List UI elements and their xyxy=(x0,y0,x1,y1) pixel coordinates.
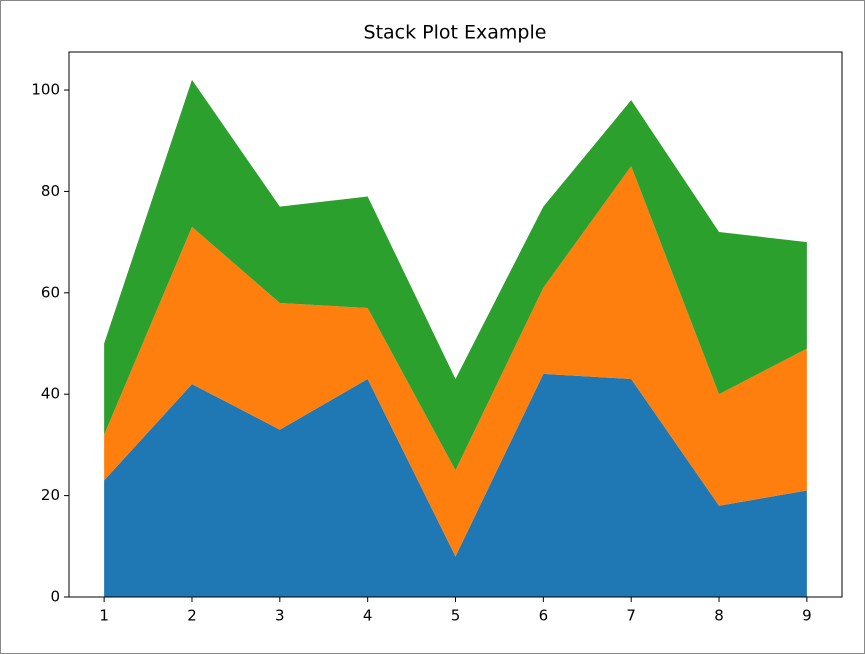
area xyxy=(104,373,807,597)
x-tick-label: 9 xyxy=(802,607,812,625)
watermark: CSDN @ShenLiang2025 xyxy=(671,626,850,644)
chart-title: Stack Plot Example xyxy=(364,22,547,44)
x-tick-label: 4 xyxy=(363,607,373,625)
x-tick-label: 7 xyxy=(626,607,636,625)
y-tick-label: 20 xyxy=(41,486,60,504)
y-tick-label: 40 xyxy=(41,385,60,403)
area xyxy=(104,166,807,557)
y-tick-label: 60 xyxy=(41,283,60,301)
y-tick-label: 80 xyxy=(41,182,60,200)
x-tick-label: 6 xyxy=(539,607,549,625)
x-tick-label: 8 xyxy=(714,607,724,625)
x-tick-label: 1 xyxy=(99,607,109,625)
x-tick-label: 5 xyxy=(451,607,461,625)
x-tick-label: 3 xyxy=(275,607,285,625)
area xyxy=(104,79,807,471)
y-tick-label: 100 xyxy=(31,81,60,99)
y-tick-label: 0 xyxy=(50,588,60,606)
x-tick-label: 2 xyxy=(187,607,197,625)
